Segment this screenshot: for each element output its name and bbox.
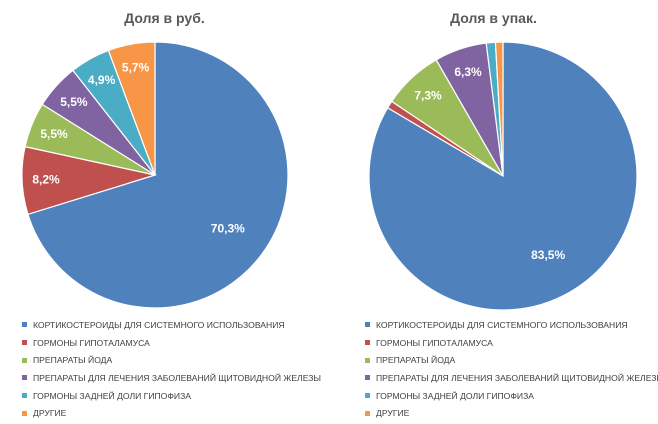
legend-label: ДРУГИЕ [376,408,410,419]
legend-entry: ПРЕПАРАТЫ ЙОДА [22,352,321,370]
legend-entry: КОРТИКОСТЕРОИДЫ ДЛЯ СИСТЕМНОГО ИСПОЛЬЗОВ… [22,317,321,335]
legend-swatch [22,392,27,398]
legend: КОРТИКОСТЕРОИДЫ ДЛЯ СИСТЕМНОГО ИСПОЛЬЗОВ… [365,317,658,423]
legend-label: ПРЕПАРАТЫ ЙОДА [33,355,113,366]
legend-label: КОРТИКОСТЕРОИДЫ ДЛЯ СИСТЕМНОГО ИСПОЛЬЗОВ… [33,320,285,330]
data-label: 5,7% [122,61,150,75]
legend-swatch [22,339,27,345]
legend-label: ГОРМОНЫ ГИПОТАЛАМУСА [33,337,150,348]
legend-swatch [22,410,27,416]
legend-entry: ГОРМОНЫ ГИПОТАЛАМУСА [365,335,658,353]
legend-label: ГОРМОНЫ ГИПОТАЛАМУСА [376,337,493,348]
data-label: 5,5% [60,95,88,109]
pie-chart-rub: Доля в руб. 70,3% 8,2% 5,5% 5,5% 4,9% 5,7% КО… [21,10,321,423]
legend-entry: ПРЕПАРАТЫ ДЛЯ ЛЕЧЕНИЯ ЗАБОЛЕВАНИЙ ЩИТОВИ… [22,370,321,388]
pie-plot: 83,5% 7,3% 6,3% [368,41,638,311]
data-label: 5,5% [40,127,68,141]
pie-plot: 70,3%8,2%5,5%5,5%4,9%5,7% [21,41,289,309]
legend-label: ПРЕПАРАТЫ ЙОДА [376,355,456,366]
legend-swatch [365,339,370,345]
data-label: 6,3% [454,65,482,79]
legend-entry: ПРЕПАРАТЫ ЙОДА [365,352,658,370]
legend-label: ГОРМОНЫ ЗАДНЕЙ ДОЛИ ГИПОФИЗА [376,390,535,401]
legend-swatch [365,392,370,398]
pie-slice [27,41,289,309]
legend-label: КОРТИКОСТЕРОИДЫ ДЛЯ СИСТЕМНОГО ИСПОЛЬЗОВ… [376,320,628,330]
legend-entry: ДРУГИЕ [22,405,321,423]
legend-swatch [365,357,370,363]
legend-swatch [22,375,27,381]
legend-entry: КОРТИКОСТЕРОИДЫ ДЛЯ СИСТЕМНОГО ИСПОЛЬЗОВ… [365,317,658,335]
legend-swatch [22,322,27,328]
data-label: 8,2% [32,173,60,187]
legend-entry: ГОРМОНЫ ЗАДНЕЙ ДОЛИ ГИПОФИЗА [365,388,658,406]
legend-swatch [365,375,370,381]
chart-title: Доля в упак. [450,10,537,26]
legend: КОРТИКОСТЕРОИДЫ ДЛЯ СИСТЕМНОГО ИСПОЛЬЗОВ… [22,317,321,423]
legend-swatch [365,410,370,416]
data-label: 70,3% [211,222,245,236]
data-label: 83,5% [531,248,565,262]
pie-slice [494,41,504,177]
legend-label: ПРЕПАРАТЫ ДЛЯ ЛЕЧЕНИЯ ЗАБОЛЕВАНИЙ ЩИТОВИ… [33,373,322,384]
legend-label: ГОРМОНЫ ЗАДНЕЙ ДОЛИ ГИПОФИЗА [33,390,192,401]
legend-label: ПРЕПАРАТЫ ДЛЯ ЛЕЧЕНИЯ ЗАБОЛЕВАНИЙ ЩИТОВИ… [376,373,658,384]
legend-swatch [22,357,27,363]
legend-swatch [365,322,370,328]
legend-entry: ПРЕПАРАТЫ ДЛЯ ЛЕЧЕНИЯ ЗАБОЛЕВАНИЙ ЩИТОВИ… [365,370,658,388]
data-label: 4,9% [88,73,116,87]
legend-entry: ГОРМОНЫ ЗАДНЕЙ ДОЛИ ГИПОФИЗА [22,388,321,406]
legend-label: ДРУГИЕ [33,408,67,419]
pie-chart-pack: Доля в упак. 83,5% 7,3% 6,3% КОРТИКОСТЕРОИ… [329,0,658,424]
data-label: 7,3% [414,89,442,103]
legend-entry: ГОРМОНЫ ГИПОТАЛАМУСА [22,335,321,353]
chart-title: Доля в руб. [124,10,205,26]
legend-entry: ДРУГИЕ [365,405,658,423]
pie-slice [107,41,156,176]
